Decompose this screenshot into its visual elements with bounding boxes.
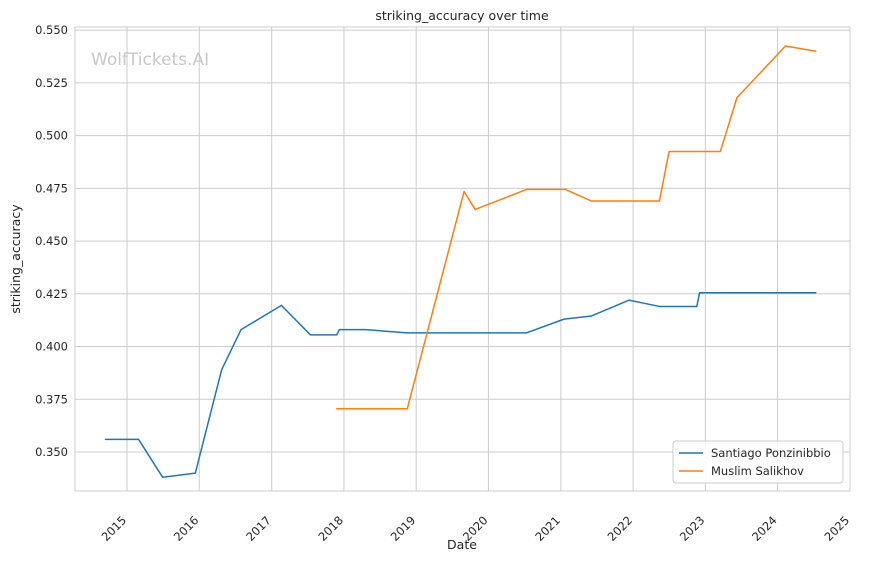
y-tick-label: 0.475: [35, 181, 68, 195]
y-tick-label: 0.350: [35, 445, 68, 459]
data-point: [526, 332, 528, 334]
data-point: [590, 315, 593, 317]
data-point: [696, 305, 698, 308]
data-point: [104, 438, 106, 440]
legend-label: Santiago Ponzinibbio: [711, 446, 831, 460]
data-point: [309, 334, 312, 336]
series-line-1: [105, 292, 816, 479]
data-point: [698, 292, 701, 294]
data-point: [526, 188, 528, 190]
data-point: [563, 318, 565, 320]
data-point: [815, 50, 817, 52]
y-tick-label: 0.450: [35, 234, 68, 248]
data-point: [336, 334, 338, 336]
data-point: [336, 408, 338, 410]
data-point: [474, 208, 476, 211]
legend-label: Muslim Salikhov: [711, 464, 804, 478]
data-point: [221, 369, 223, 371]
y-tick-label: 0.400: [35, 340, 68, 354]
data-point: [658, 200, 661, 202]
data-point: [194, 472, 196, 474]
data-point: [240, 329, 242, 331]
x-axis-label: Date: [447, 537, 477, 552]
data-point: [463, 190, 465, 193]
y-tick-label: 0.375: [35, 392, 68, 406]
y-tick-label: 0.525: [35, 76, 68, 90]
y-tick-label: 0.500: [35, 129, 68, 143]
data-point: [658, 305, 661, 308]
legend: Santiago Ponzinibbio Muslim Salikhov: [672, 440, 844, 484]
plot-frame: [74, 26, 851, 492]
data-point: [406, 408, 408, 410]
data-point: [590, 200, 593, 202]
data-point: [815, 292, 817, 294]
data-point: [338, 329, 341, 331]
y-axis-ticks: 0.350 0.375 0.400 0.425 0.450 0.475 0.500 0.525…: [35, 23, 68, 459]
data-point: [365, 329, 367, 331]
data-point: [137, 438, 140, 440]
data-point: [280, 304, 283, 306]
series-layer: [104, 45, 817, 479]
y-tick-label: 0.550: [35, 23, 68, 37]
data-point: [784, 45, 787, 47]
watermark: WolfTickets.AI: [91, 50, 209, 70]
data-point: [564, 188, 567, 190]
data-point: [736, 97, 738, 99]
y-tick-label: 0.425: [35, 287, 68, 301]
y-axis-label: striking_accuracy: [8, 204, 23, 314]
data-point: [719, 150, 721, 153]
data-point: [668, 150, 670, 153]
data-point: [162, 476, 164, 478]
chart-title: striking_accuracy over time: [375, 8, 549, 23]
legend-box: [672, 440, 844, 484]
data-point: [406, 332, 408, 334]
data-point: [628, 299, 630, 301]
